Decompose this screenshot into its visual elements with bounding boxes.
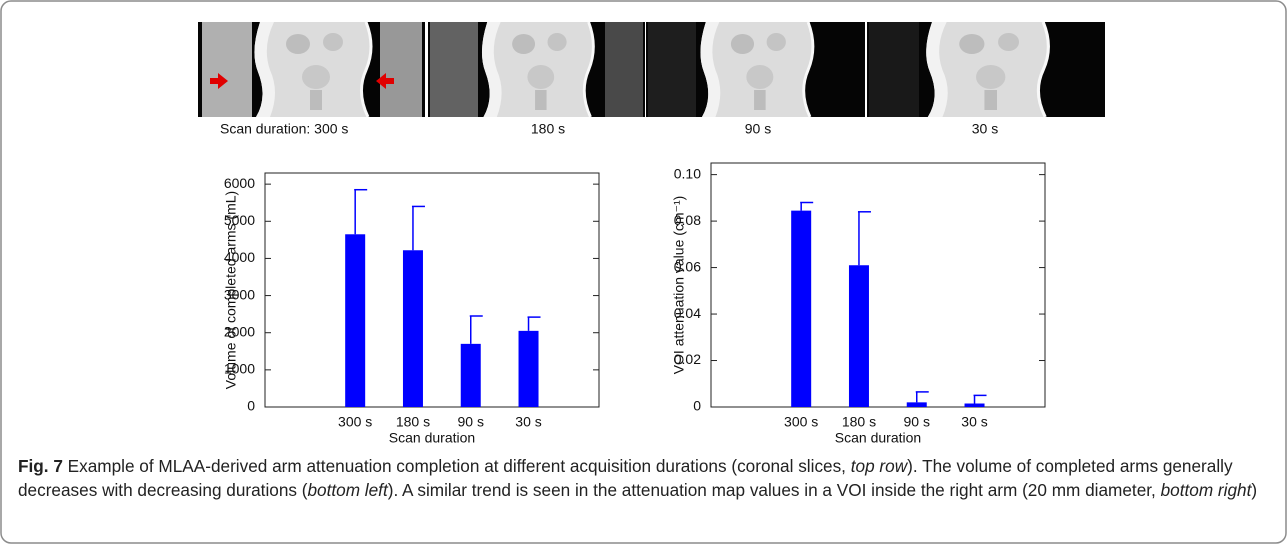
image-label: Scan duration: 300 s xyxy=(220,121,348,137)
y-tick-label: 0 xyxy=(247,398,255,414)
bar xyxy=(345,234,365,407)
bar xyxy=(519,331,539,407)
caption-text: ). A similar trend is seen in the attenu… xyxy=(388,480,1161,500)
bar xyxy=(907,402,927,407)
x-tick-label: 180 s xyxy=(842,414,876,430)
image-panels xyxy=(198,22,1105,117)
caption-text: bottom left xyxy=(307,480,387,500)
x-axis-label: Scan duration xyxy=(389,430,475,446)
plot-frame xyxy=(711,163,1045,407)
x-tick-label: 90 s xyxy=(458,414,484,430)
x-tick-label: 300 s xyxy=(338,414,372,430)
plot-frame xyxy=(265,173,599,407)
bar xyxy=(849,265,869,407)
y-tick-label: 0.10 xyxy=(674,165,701,181)
caption-text: bottom right xyxy=(1161,480,1252,500)
image-label: 180 s xyxy=(531,121,565,137)
caption-text: Example of MLAA-derived arm attenuation … xyxy=(63,456,851,476)
caption: Fig. 7 Example of MLAA-derived arm atten… xyxy=(18,454,1276,502)
image-label: 30 s xyxy=(972,121,998,137)
caption-text: top row xyxy=(851,456,907,476)
x-tick-label: 180 s xyxy=(396,414,430,430)
bar xyxy=(461,344,481,407)
caption-label: Fig. 7 xyxy=(18,456,63,476)
page: Scan duration: 300 s 180 s 90 s 30 s 010… xyxy=(0,0,1287,544)
bar xyxy=(965,404,985,407)
y-axis-label: VOI attenuation value (cm⁻¹) xyxy=(671,196,687,375)
y-axis-label: Volume of completed arms (mL) xyxy=(223,191,239,389)
image-label: 90 s xyxy=(745,121,771,137)
y-tick-label: 0 xyxy=(693,398,701,414)
x-tick-label: 30 s xyxy=(961,414,987,430)
x-tick-label: 90 s xyxy=(904,414,930,430)
x-tick-label: 30 s xyxy=(515,414,541,430)
bar xyxy=(403,250,423,407)
x-tick-label: 300 s xyxy=(784,414,818,430)
y-tick-label: 6000 xyxy=(224,175,255,191)
bar xyxy=(791,211,811,407)
caption-text: ) xyxy=(1251,480,1257,500)
x-axis-label: Scan duration xyxy=(835,430,921,446)
